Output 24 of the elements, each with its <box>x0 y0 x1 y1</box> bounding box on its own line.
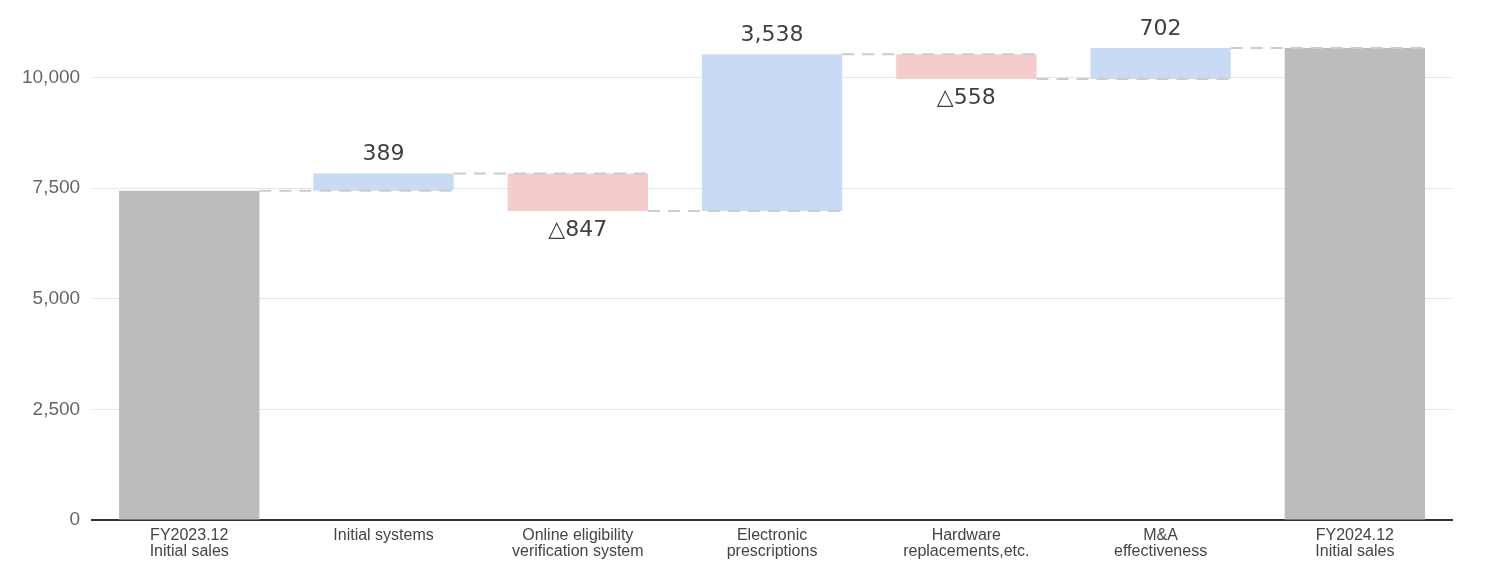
data-label: 389 <box>362 140 405 166</box>
y-tick-label: 0 <box>69 508 81 530</box>
y-tick-label: 10,000 <box>21 65 81 87</box>
bar <box>313 173 454 191</box>
x-tick-label: FY2023.12 Initial sales <box>149 526 229 560</box>
bar <box>1090 48 1231 80</box>
bar <box>896 54 1037 80</box>
data-label: 3,538 <box>740 21 804 47</box>
data-label: △558 <box>936 83 996 109</box>
x-tick-label: Initial systems <box>333 526 434 544</box>
y-tick-label: 7,500 <box>32 176 81 198</box>
bar <box>119 190 260 520</box>
x-tick-label: FY2024.12 Initial sales <box>1315 526 1395 560</box>
x-tick-label: M&A effectiveness <box>1114 526 1208 560</box>
bar <box>507 173 648 211</box>
data-label: △847 <box>548 215 608 241</box>
y-tick-label: 5,000 <box>32 286 81 308</box>
x-tick-label: Electronic prescriptions <box>726 526 818 560</box>
bar <box>1284 48 1426 520</box>
x-tick-label: Hardware replacements,etc. <box>903 526 1030 560</box>
x-tick-label: Online eligibility verification system <box>511 526 644 560</box>
y-tick-label: 2,500 <box>32 397 81 419</box>
bar <box>701 54 843 211</box>
data-label: 702 <box>1139 14 1182 40</box>
